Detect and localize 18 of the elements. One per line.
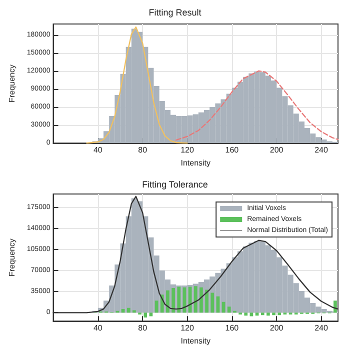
x-axis-title: Intensity — [180, 158, 211, 168]
x-tick-label: 200 — [270, 146, 284, 155]
x-tick-label: 200 — [270, 324, 284, 333]
x-tick-label: 40 — [93, 146, 103, 155]
x-tick-label: 240 — [314, 324, 328, 333]
chart-title: Fitting Tolerance — [142, 180, 208, 190]
x-axis-title: Intensity — [180, 336, 211, 346]
x-tick-label: 80 — [138, 324, 148, 333]
x-tick-label: 40 — [93, 324, 103, 333]
x-tick-label: 120 — [180, 324, 194, 333]
x-tick-label: 160 — [225, 146, 240, 155]
y-axis-title: Frequency — [8, 64, 16, 102]
x-tick-label: 240 — [314, 146, 328, 155]
x-tick-label: 80 — [138, 146, 148, 155]
y-axis-title: Frequency — [8, 238, 16, 276]
x-tick-label: 120 — [180, 146, 194, 155]
x-tick-label: 160 — [225, 324, 240, 333]
chart-title: Fitting Result — [148, 8, 202, 18]
